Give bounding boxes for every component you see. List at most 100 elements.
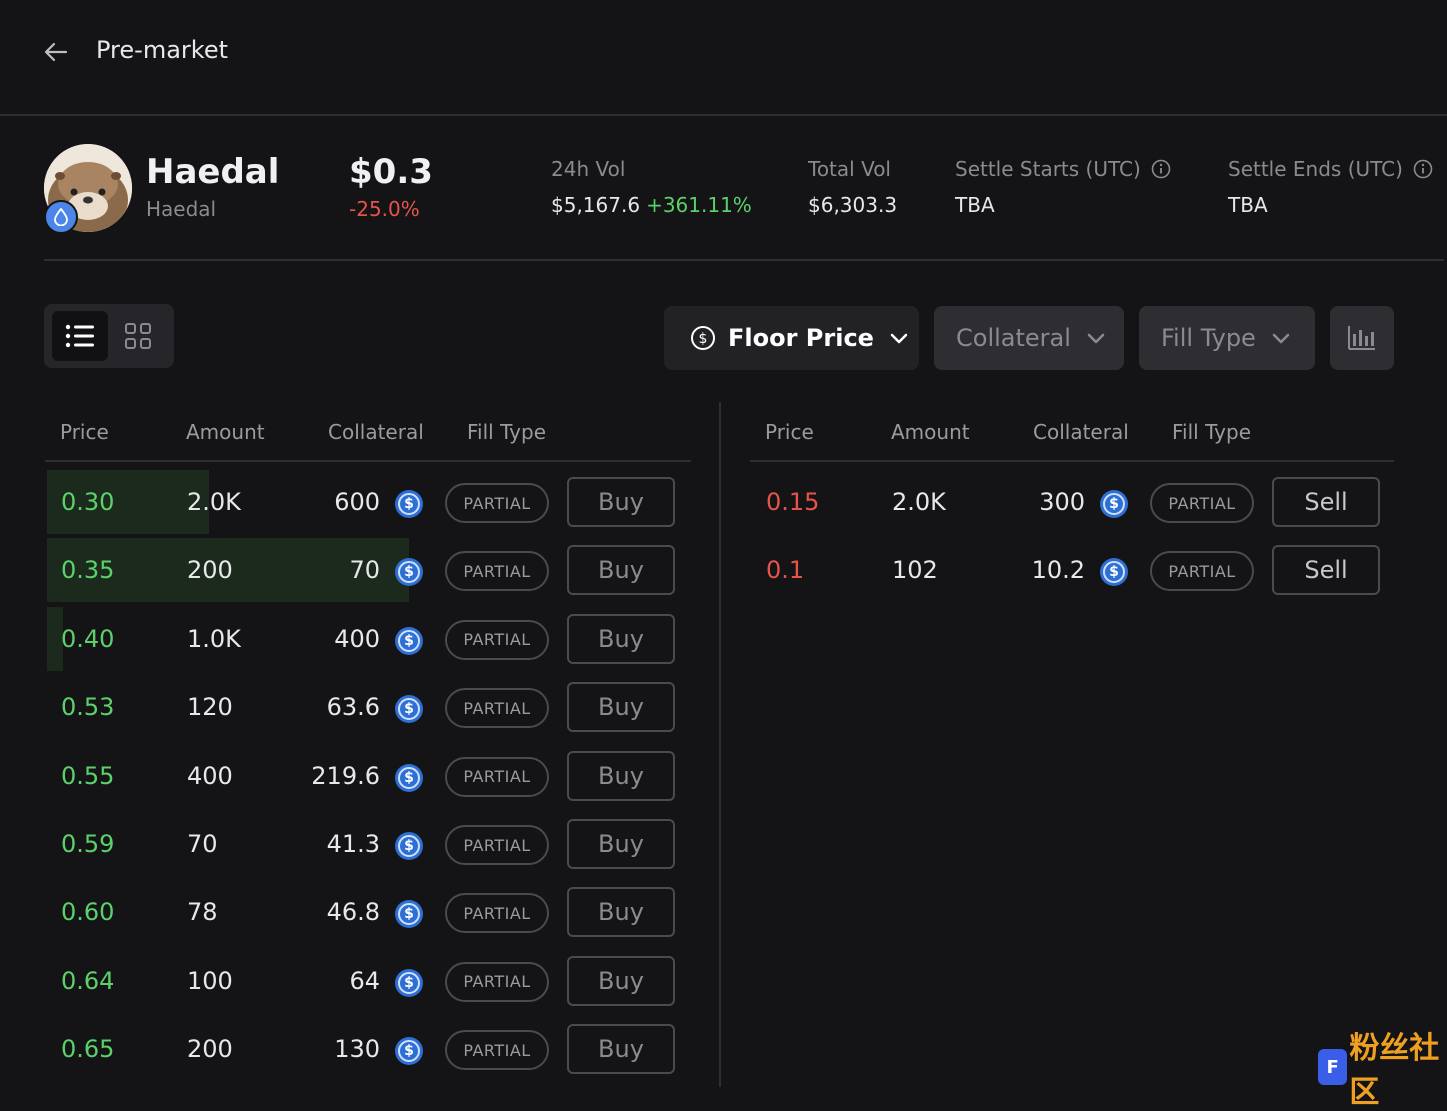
- fill-type-pill: PARTIAL: [445, 1030, 549, 1071]
- buy-order-row: 0.40 1.0K 400 $ PARTIAL Buy: [45, 606, 691, 675]
- collateral-filter-label: Collateral: [956, 324, 1071, 352]
- order-amount: 78: [187, 898, 218, 927]
- back-arrow-icon[interactable]: [42, 38, 70, 66]
- chain-badge: [44, 200, 78, 234]
- fill-type-pill: PARTIAL: [1150, 551, 1254, 592]
- order-collateral: 130: [334, 1035, 380, 1064]
- page-title: Pre-market: [96, 36, 228, 64]
- watermark: F 粉丝社区: [1318, 1031, 1447, 1110]
- stat-label-wrap: Settle Ends (UTC): [1228, 157, 1433, 181]
- watermark-logo: F: [1318, 1049, 1348, 1085]
- usdc-icon: $: [395, 900, 423, 929]
- fill-type-filter[interactable]: Fill Type: [1139, 306, 1315, 370]
- list-view-icon: [65, 324, 94, 348]
- fill-type-pill: PARTIAL: [445, 961, 549, 1002]
- sell-button[interactable]: Sell: [1272, 545, 1380, 596]
- view-toggle: [44, 304, 174, 368]
- buy-button[interactable]: Buy: [567, 545, 675, 596]
- usdc-icon: $: [395, 695, 423, 724]
- stat-value: $5,167.6 +361.11%: [551, 193, 752, 217]
- order-price: 0.40: [61, 624, 115, 653]
- order-collateral: 300: [1039, 488, 1085, 516]
- col-amount: Amount: [186, 420, 265, 444]
- sell-order-row: 0.15 2.0K 300 $ PARTIAL Sell: [750, 470, 1394, 538]
- stat-label-wrap: Settle Starts (UTC): [955, 157, 1171, 181]
- usdc-icon: $: [395, 832, 423, 860]
- buy-button[interactable]: Buy: [567, 1024, 675, 1075]
- order-amount: 102: [892, 556, 938, 585]
- buy-button[interactable]: Buy: [567, 819, 675, 869]
- usdc-icon: $: [1100, 558, 1128, 587]
- order-amount: 70: [187, 830, 218, 858]
- order-price: 0.55: [61, 761, 115, 790]
- depth-bar: [47, 538, 409, 603]
- buy-button[interactable]: Buy: [567, 955, 675, 1006]
- stat-label: 24h Vol: [551, 157, 626, 181]
- top-bar: Pre-market: [0, 0, 1447, 116]
- sell-table-header: Price Amount Collateral Fill Type: [750, 402, 1394, 462]
- col-fill-type: Fill Type: [1172, 420, 1252, 444]
- price-change: -25.0%: [349, 197, 420, 221]
- order-amount: 200: [187, 556, 233, 585]
- stat-label: Total Vol: [808, 157, 891, 181]
- order-price: 0.53: [61, 693, 115, 722]
- buy-button[interactable]: Buy: [567, 682, 675, 733]
- water-drop-icon: [54, 208, 68, 226]
- order-price: 0.1: [766, 556, 805, 585]
- grid-view-button[interactable]: [110, 311, 166, 361]
- order-amount: 200: [187, 1035, 233, 1064]
- order-collateral: 63.6: [326, 693, 380, 722]
- order-collateral: 70: [349, 556, 380, 585]
- col-price: Price: [765, 420, 814, 444]
- fill-type-pill: PARTIAL: [445, 893, 549, 934]
- grid-view-icon: [125, 323, 151, 349]
- otter-logo-icon: [44, 144, 132, 232]
- total-vol-value: $6,303.3: [808, 193, 898, 217]
- buy-order-row: 0.59 70 41.3 $ PARTIAL Buy: [45, 812, 691, 880]
- fill-type-pill: PARTIAL: [1150, 483, 1254, 523]
- col-fill-type: Fill Type: [467, 420, 547, 444]
- buy-order-row: 0.60 78 46.8 $ PARTIAL Buy: [45, 880, 691, 948]
- order-collateral: 600: [334, 488, 380, 516]
- chevron-down-icon: [1272, 333, 1290, 344]
- order-price: 0.30: [61, 488, 115, 516]
- buy-order-row: 0.64 100 64 $ PARTIAL Buy: [45, 949, 691, 1017]
- collateral-filter[interactable]: Collateral: [934, 306, 1124, 370]
- order-collateral: 41.3: [326, 830, 380, 858]
- usdc-icon: $: [395, 490, 423, 518]
- order-amount: 120: [187, 693, 233, 722]
- order-price: 0.15: [766, 488, 820, 516]
- buy-button[interactable]: Buy: [567, 887, 675, 938]
- divider: [44, 259, 1444, 261]
- buy-button[interactable]: Buy: [567, 613, 675, 664]
- stat-settle-starts: Settle Starts (UTC) TBA: [955, 157, 1171, 217]
- list-view-button[interactable]: [52, 311, 108, 361]
- floor-price-filter[interactable]: $ Floor Price: [664, 306, 919, 370]
- chevron-down-icon: [890, 333, 908, 344]
- info-icon[interactable]: [1151, 159, 1171, 179]
- order-collateral: 219.6: [311, 761, 380, 790]
- usdc-icon: $: [395, 968, 423, 997]
- order-price: 0.64: [61, 966, 115, 995]
- depth-chart-icon: [1348, 326, 1375, 350]
- order-amount: 100: [187, 966, 233, 995]
- chevron-down-icon: [1087, 333, 1105, 344]
- usdc-icon: $: [1100, 490, 1128, 518]
- sell-button[interactable]: Sell: [1272, 477, 1380, 527]
- order-collateral: 10.2: [1031, 556, 1085, 585]
- order-collateral: 400: [334, 624, 380, 653]
- order-price: 0.35: [61, 556, 115, 585]
- fill-type-pill: PARTIAL: [445, 688, 549, 729]
- info-icon[interactable]: [1413, 159, 1433, 179]
- token-price: $0.3: [349, 152, 433, 192]
- floor-price-label: Floor Price: [728, 324, 874, 352]
- settle-ends-value: TBA: [1228, 193, 1268, 217]
- buy-button[interactable]: Buy: [567, 477, 675, 527]
- buy-button[interactable]: Buy: [567, 750, 675, 801]
- depth-chart-button[interactable]: [1330, 306, 1394, 370]
- stat-settle-ends: Settle Ends (UTC) TBA: [1228, 157, 1433, 217]
- buy-order-row: 0.53 120 63.6 $ PARTIAL Buy: [45, 675, 691, 743]
- col-collateral: Collateral: [1033, 420, 1129, 444]
- dollar-circle-icon: $: [691, 326, 715, 350]
- stat-label: Settle Ends (UTC): [1228, 157, 1403, 181]
